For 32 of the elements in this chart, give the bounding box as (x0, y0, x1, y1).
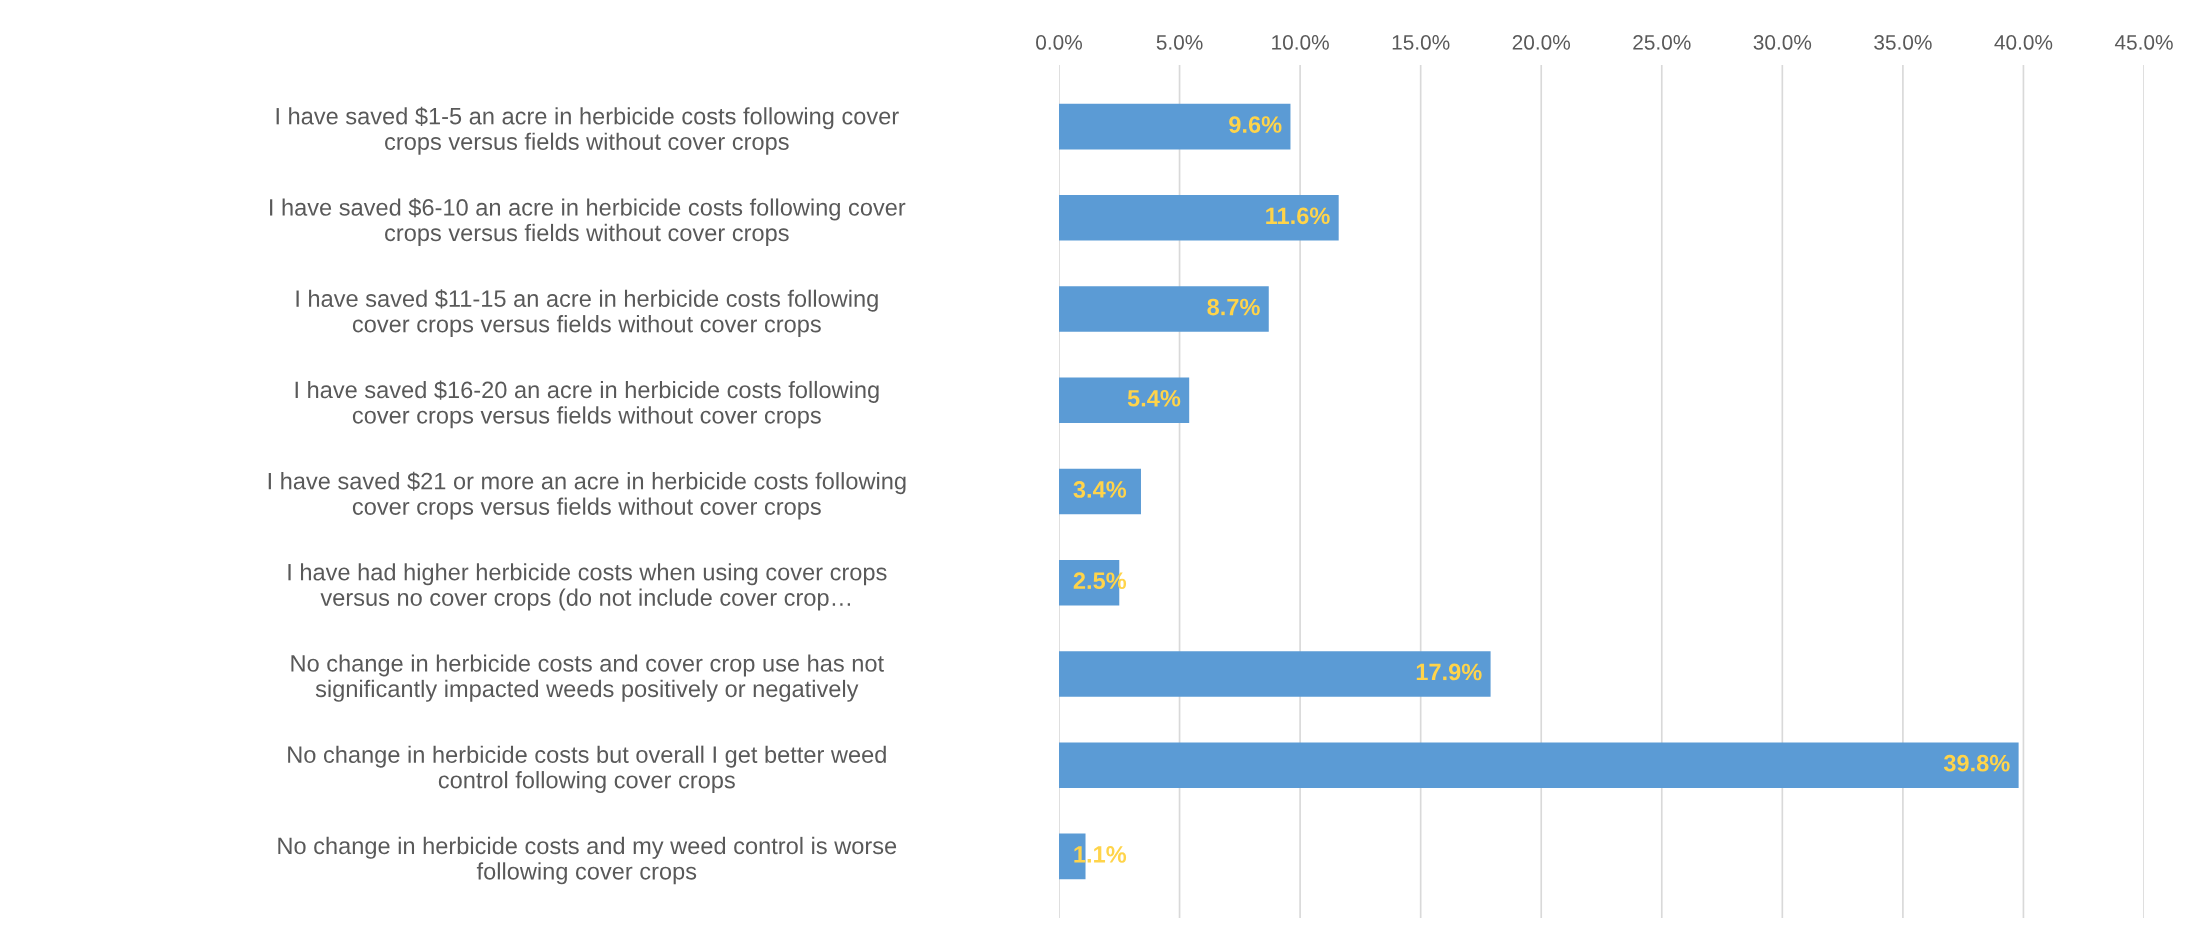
bar (1059, 742, 2019, 788)
y-tick-label: I have saved $1-5 an acre in herbicide costs following cover crops versus fields without cover crops (276, 106, 899, 155)
bar (1059, 195, 1339, 241)
x-tick-label: 25.0% (1633, 35, 1691, 50)
bar (1059, 286, 1269, 332)
x-tick-label: 40.0% (1994, 35, 2053, 50)
y-tick-label: I have saved $11-15 an acre in herbicide costs following cover crops versus fields without cover crops (296, 289, 878, 338)
x-tick-label: 5.0% (1156, 35, 1203, 50)
data-label: 39.8% (1943, 754, 2010, 772)
x-tick-label: 45.0% (2114, 35, 2173, 50)
x-tick-label: 30.0% (1753, 35, 1812, 50)
x-tick-label: 15.0% (1392, 35, 1450, 50)
data-label: 8.7% (1207, 298, 1260, 316)
data-label: 11.6% (1266, 207, 1330, 225)
bar (1059, 377, 1190, 424)
x-tick-label: 20.0% (1512, 35, 1571, 50)
y-tick-label: No change in herbicide costs and cover crop use has not significantly impacted weeds positively or negatively (291, 654, 884, 702)
y-tick-label: I have saved $6-10 an acre in herbicide costs following cover crops versus fields without cover crops (270, 198, 906, 246)
x-tick-label: 35.0% (1874, 35, 1932, 50)
bar (1059, 103, 1291, 150)
y-tick-label: No change in herbicide costs but overall I get better weed control following cover crops (288, 745, 886, 794)
y-tick-label: I have saved $16-20 an acre in herbicide costs following cover crops versus fields without cover crops (295, 380, 879, 429)
data-label: 3.4% (1073, 481, 1127, 498)
y-tick-label: No change in herbicide costs and my weed control is worse following cover crops (278, 836, 897, 885)
y-tick-label: I have had higher herbicide costs when using cover crops versus no cover crops (do not include cover crop… (288, 563, 887, 611)
x-tick-label: 0.0% (1036, 35, 1082, 50)
bar (1059, 651, 1491, 697)
data-label: 9.6% (1229, 116, 1282, 133)
y-tick-label: I have saved $21 or more an acre in herbicide costs following cover crops versus fields without cover crops (268, 471, 906, 520)
data-label: 17.9% (1416, 663, 1482, 681)
x-tick-label: 10.0% (1272, 35, 1329, 50)
data-label: 5.4% (1127, 389, 1181, 407)
